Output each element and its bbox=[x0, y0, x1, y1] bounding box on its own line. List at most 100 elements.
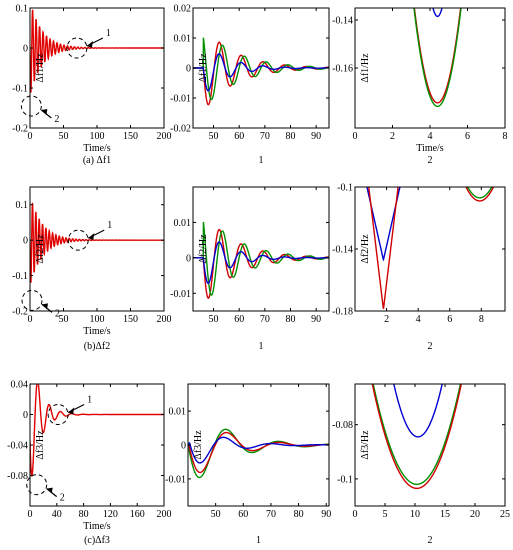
panel-r3-c1: 0 40 80 120 160 200 -0.08 -0.04 0 0.04 Δf3/Hz Time/… bbox=[7, 380, 171, 533]
y-axis-label: Δf1/Hz bbox=[35, 53, 46, 83]
y-tick-label: -0.18 bbox=[332, 307, 353, 318]
x-tick-label: 160 bbox=[130, 509, 145, 520]
series-line-3 bbox=[193, 53, 329, 92]
series-line-2 bbox=[368, 187, 399, 310]
y-tick-label: -0.08 bbox=[7, 471, 28, 482]
x-tick-label: 20 bbox=[470, 509, 480, 520]
zoom-circle-2 bbox=[21, 289, 43, 311]
x-tick-label: 8 bbox=[503, 131, 508, 142]
series-line-3 bbox=[413, 8, 462, 108]
y-tick-label: -0.01 bbox=[165, 474, 186, 485]
x-tick-label: 80 bbox=[286, 314, 296, 325]
x-tick-label: 150 bbox=[123, 314, 138, 325]
panel-r1-c2: 50 60 70 80 90 -0.02 -0.01 0 0.01 0.02 Δf1/Hz 1 bbox=[170, 4, 330, 166]
series-line-1 bbox=[30, 384, 164, 477]
x-tick-label: 4 bbox=[428, 131, 433, 142]
panel-caption: 2 bbox=[428, 535, 433, 546]
x-tick-label: 0 bbox=[353, 131, 358, 142]
y-axis-label: Δf3/Hz bbox=[35, 430, 46, 460]
arrow-head bbox=[88, 233, 95, 241]
plot-frame bbox=[29, 186, 165, 312]
plot-frame bbox=[354, 383, 506, 507]
y-tick-label: -0.1 bbox=[337, 183, 353, 194]
zoom-label-1: 1 bbox=[87, 395, 92, 406]
y-tick-label: -0.16 bbox=[332, 64, 353, 75]
x-tick-label: 6 bbox=[447, 314, 452, 325]
row-caption: (c)Δf3 bbox=[84, 535, 110, 546]
x-tick-label: 100 bbox=[90, 131, 105, 142]
x-tick-label: 200 bbox=[157, 314, 172, 325]
x-tick-label: 5 bbox=[383, 509, 388, 520]
panel-caption: 1 bbox=[259, 155, 264, 166]
x-tick-label: 120 bbox=[103, 509, 118, 520]
x-tick-label: 6 bbox=[465, 131, 470, 142]
x-tick-label: 2 bbox=[390, 131, 395, 142]
x-tick-label: 90 bbox=[321, 509, 331, 520]
y-tick-label: 0.1 bbox=[16, 4, 29, 15]
y-tick-label: -0.04 bbox=[7, 441, 28, 452]
x-tick-label: 0 bbox=[28, 314, 33, 325]
x-tick-label: 200 bbox=[157, 509, 172, 520]
row-caption: (a) Δf1 bbox=[83, 155, 111, 166]
x-tick-label: 70 bbox=[260, 314, 270, 325]
x-tick-label: 0 bbox=[28, 509, 33, 520]
series-line-2 bbox=[372, 384, 462, 486]
plot-frame bbox=[354, 186, 506, 312]
x-tick-label: 50 bbox=[211, 509, 221, 520]
y-tick-label: 0 bbox=[23, 236, 28, 247]
panel-r2-c1: 0 50 100 150 200 -0.2 -0.1 0 0.1 Δf2/Hz Time/s 1 2 bbox=[12, 186, 172, 337]
series-line-1 bbox=[366, 187, 401, 262]
plot-frame bbox=[29, 7, 165, 129]
series-line-3 bbox=[465, 187, 495, 202]
x-tick-label: 80 bbox=[294, 509, 304, 520]
x-tick-label: 150 bbox=[123, 131, 138, 142]
y-axis-label: Δf3/Hz bbox=[193, 430, 204, 460]
y-tick-label: -0.2 bbox=[12, 307, 28, 318]
y-axis-label: Δf3/Hz bbox=[360, 430, 371, 460]
y-tick-label: -0.02 bbox=[170, 124, 191, 135]
y-tick-label: 0 bbox=[186, 253, 191, 264]
zoom-circle-1 bbox=[47, 404, 69, 425]
zoom-label-1: 1 bbox=[106, 28, 111, 39]
y-tick-label: -0.14 bbox=[332, 245, 353, 256]
y-tick-label: 0 bbox=[186, 64, 191, 75]
x-tick-label: 200 bbox=[157, 131, 172, 142]
y-tick-label: -0.1 bbox=[12, 84, 28, 95]
x-tick-label: 90 bbox=[311, 131, 321, 142]
panel-caption: 2 bbox=[428, 341, 433, 352]
x-tick-label: 50 bbox=[59, 131, 69, 142]
x-tick-label: 10 bbox=[410, 509, 420, 520]
row-caption: (b)Δf2 bbox=[84, 341, 110, 352]
x-tick-label: 50 bbox=[59, 314, 69, 325]
panel-caption: 2 bbox=[428, 155, 433, 166]
plot-frame bbox=[192, 186, 330, 312]
x-tick-label: 50 bbox=[209, 314, 219, 325]
x-tick-label: 90 bbox=[311, 314, 321, 325]
x-tick-label: 70 bbox=[266, 509, 276, 520]
plot-frame bbox=[354, 7, 506, 129]
y-axis-label: Δf2/Hz bbox=[198, 234, 209, 264]
y-axis-label: Δf1/Hz bbox=[198, 53, 209, 83]
y-tick-label: -0.01 bbox=[170, 289, 191, 300]
y-tick-label: 0 bbox=[181, 441, 186, 452]
x-tick-label: 100 bbox=[90, 314, 105, 325]
arrow-head bbox=[46, 487, 53, 494]
x-tick-label: 2 bbox=[384, 314, 389, 325]
y-tick-label: 0.04 bbox=[11, 380, 29, 391]
series-line-3 bbox=[371, 384, 463, 490]
x-tick-label: 80 bbox=[286, 131, 296, 142]
x-tick-label: 0 bbox=[28, 131, 33, 142]
x-tick-label: 0 bbox=[353, 509, 358, 520]
y-tick-label: -0.08 bbox=[332, 420, 353, 431]
x-tick-label: 60 bbox=[234, 314, 244, 325]
zoom-label-2: 2 bbox=[54, 114, 59, 125]
zoom-circle-1 bbox=[67, 229, 89, 251]
panel-r1-c1: 0 50 100 150 200 -0.2 -0.1 0 0.1 Δf1/Hz Time/s 1 2 bbox=[12, 4, 171, 155]
panel-r3-c2: 50 60 70 80 90 -0.01 0 0.01 Δf3/Hz 1 bbox=[165, 383, 331, 546]
x-tick-label: 60 bbox=[234, 131, 244, 142]
x-tick-label: 8 bbox=[479, 314, 484, 325]
arrow-head bbox=[68, 407, 75, 415]
x-tick-label: 80 bbox=[79, 509, 89, 520]
zoom-circle-2 bbox=[26, 474, 48, 496]
